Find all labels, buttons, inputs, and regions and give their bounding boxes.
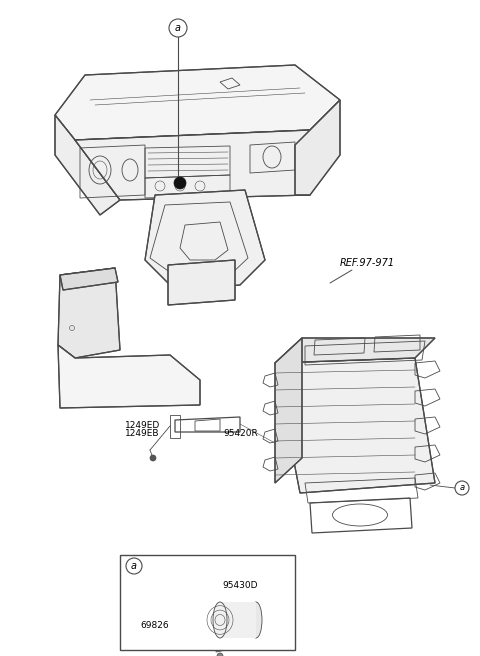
Ellipse shape: [250, 602, 262, 638]
Text: REF.97-971: REF.97-971: [340, 258, 395, 268]
Polygon shape: [145, 190, 265, 290]
Circle shape: [169, 19, 187, 37]
Polygon shape: [216, 638, 226, 652]
Text: 69826: 69826: [141, 621, 169, 630]
Polygon shape: [275, 358, 435, 493]
Circle shape: [455, 481, 469, 495]
Polygon shape: [58, 268, 120, 358]
Circle shape: [174, 177, 186, 189]
Circle shape: [126, 558, 142, 574]
Polygon shape: [75, 130, 310, 200]
Polygon shape: [275, 338, 302, 483]
Text: 95420R: 95420R: [223, 430, 258, 438]
Polygon shape: [275, 338, 435, 363]
Polygon shape: [295, 100, 340, 195]
Text: 95430D: 95430D: [222, 581, 258, 590]
Circle shape: [217, 653, 223, 656]
Text: a: a: [175, 23, 181, 33]
Bar: [220, 602, 256, 638]
Polygon shape: [55, 65, 340, 140]
Polygon shape: [168, 260, 235, 305]
Text: a: a: [459, 483, 465, 493]
Ellipse shape: [213, 602, 227, 638]
Text: a: a: [131, 561, 137, 571]
Polygon shape: [58, 345, 200, 408]
Circle shape: [150, 455, 156, 461]
Text: 1249EB: 1249EB: [125, 430, 159, 438]
Polygon shape: [55, 115, 120, 215]
Bar: [120, 555, 295, 650]
Text: 1249ED: 1249ED: [125, 420, 160, 430]
Polygon shape: [60, 268, 118, 290]
